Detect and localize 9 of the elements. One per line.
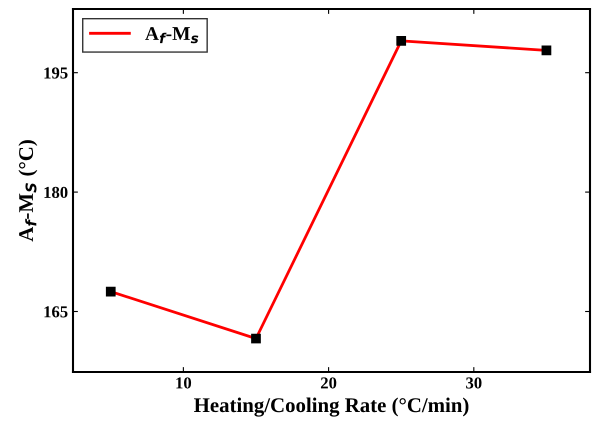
y-tick-label: 180 <box>44 186 68 198</box>
x-tick-label: 30 <box>466 377 482 389</box>
y-tick-label: 195 <box>44 67 68 79</box>
y-axis-title: A$_{f}$-M$_{S}$ (°C) <box>18 140 38 242</box>
y-tick-label: 165 <box>44 306 68 318</box>
legend-label: A$_{f}$-M$_{s}$ <box>145 27 198 44</box>
x-axis-title: Heating/Cooling Rate (°C/min) <box>194 398 468 417</box>
x-tick-label: 20 <box>320 377 336 389</box>
x-tick-label: 10 <box>176 377 192 389</box>
